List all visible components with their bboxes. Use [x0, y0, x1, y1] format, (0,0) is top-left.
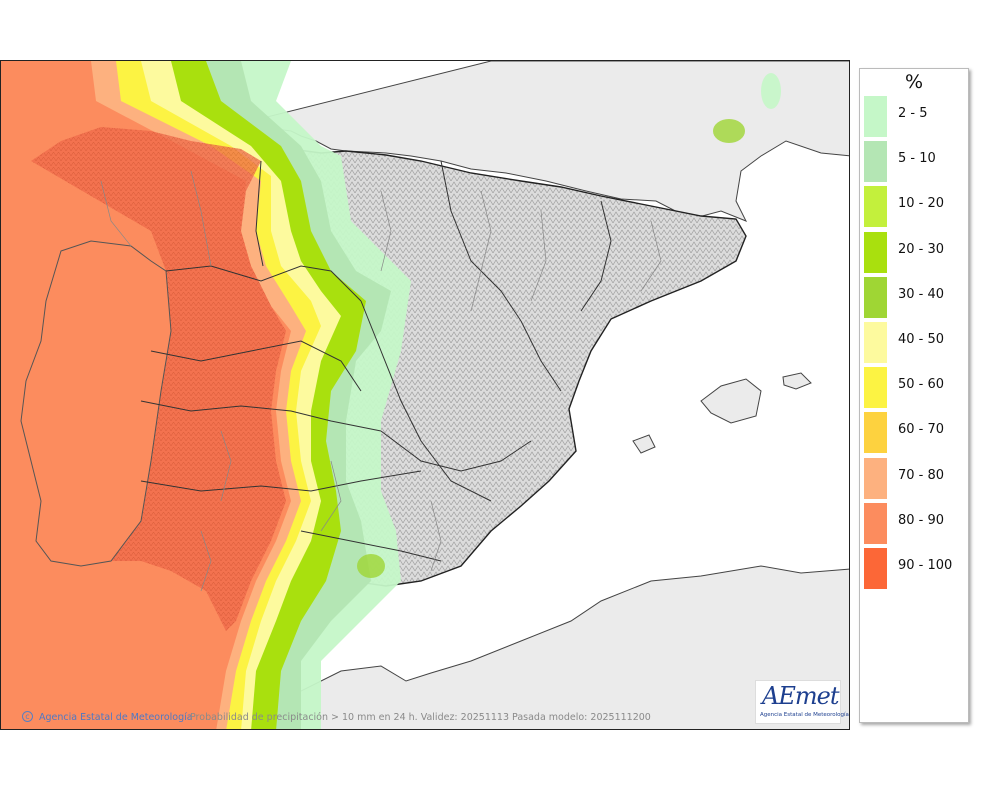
legend-swatch — [864, 141, 887, 183]
legend-item: 50 - 60 — [864, 365, 968, 409]
menorca — [782, 372, 812, 390]
africa-land — [270, 565, 849, 729]
legend-swatch — [864, 502, 887, 544]
legend-label: 80 - 90 — [898, 512, 945, 528]
legend-swatch — [864, 367, 887, 409]
legend-label: 5 - 10 — [898, 151, 936, 167]
legend-label: 70 - 80 — [898, 467, 945, 483]
aemet-logo: AEmet Agencia Estatal de Meteorología — [755, 680, 849, 724]
legend-label: 50 - 60 — [898, 377, 945, 393]
legend-label: 60 - 70 — [898, 422, 945, 438]
legend-item: 2 - 5 — [864, 94, 968, 137]
legend-item: 70 - 80 — [864, 456, 968, 499]
region-borders — [140, 160, 612, 562]
legend-panel: % 2 - 5 5 - 10 10 - 20 20 - 30 30 - 40 40 - 5… — [859, 68, 969, 723]
credit-text: Agencia Estatal de Meteorología — [39, 712, 193, 723]
legend-item: 60 - 70 — [864, 410, 968, 454]
legend-swatch — [864, 231, 887, 273]
precip-blob-south — [357, 554, 385, 578]
legend-label: 2 - 5 — [898, 106, 928, 121]
legend-item: 90 - 100 — [864, 546, 968, 589]
legend-item: 80 - 90 — [864, 501, 968, 544]
legend-swatch — [864, 548, 887, 589]
legend-unit: % — [904, 71, 924, 93]
precip-blob-france — [713, 119, 745, 143]
precip-blob-alps — [761, 73, 781, 109]
legend-item: 10 - 20 — [864, 184, 968, 228]
map-caption: Probabilidad de precipitación > 10 mm en… — [190, 712, 651, 723]
legend-swatch — [864, 96, 887, 137]
legend-label: 10 - 20 — [898, 196, 945, 212]
band-red-relief — [31, 127, 286, 631]
logo-wordmark: AEmet — [762, 682, 839, 710]
legend-swatch — [864, 186, 887, 228]
legend-swatch — [864, 457, 887, 499]
copyright-icon: c — [22, 711, 33, 722]
legend-label: 90 - 100 — [898, 558, 953, 573]
ibiza — [632, 434, 656, 454]
legend-item: 40 - 50 — [864, 320, 968, 363]
logo-subtitle: Agencia Estatal de Meteorología — [760, 712, 849, 718]
legend-swatch — [864, 276, 887, 318]
legend-item: 20 - 30 — [864, 230, 968, 273]
province-borders — [100, 170, 662, 592]
probability-map — [0, 60, 850, 730]
legend-label: 40 - 50 — [898, 332, 945, 347]
mallorca — [700, 378, 762, 424]
legend-item: 5 - 10 — [864, 139, 968, 183]
legend-label: 20 - 30 — [898, 241, 945, 257]
legend-swatch — [864, 412, 887, 454]
portugal-border — [20, 240, 172, 567]
legend-label: 30 - 40 — [898, 286, 945, 302]
legend-swatch — [864, 322, 887, 363]
legend-item: 30 - 40 — [864, 275, 968, 318]
